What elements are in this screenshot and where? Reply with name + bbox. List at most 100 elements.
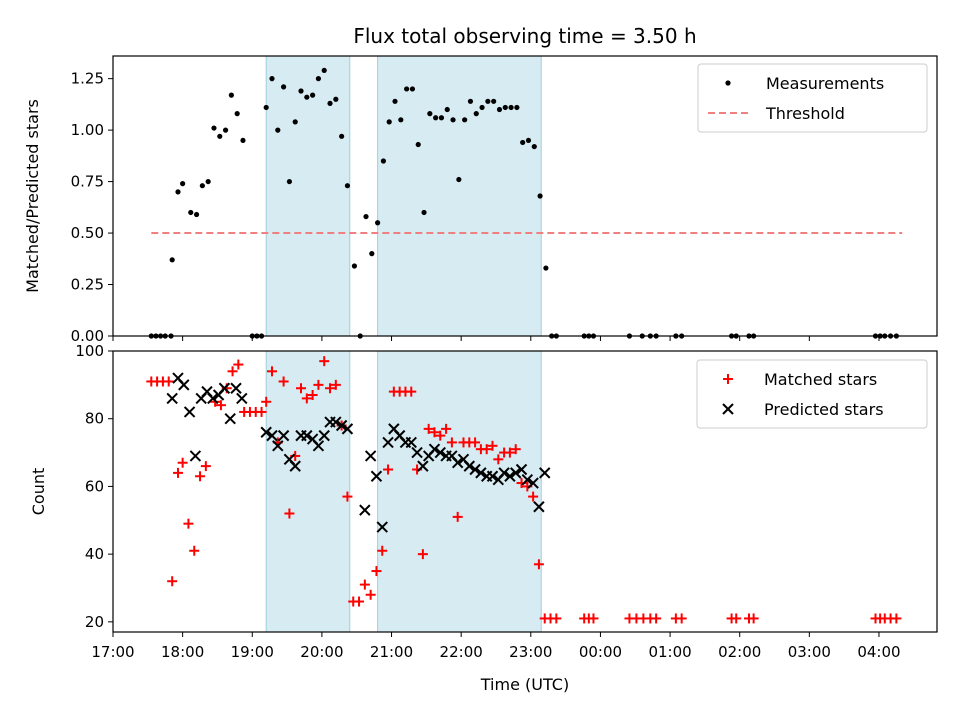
predicted-star-point (301, 429, 313, 442)
top-x-ticks (112, 336, 880, 341)
predicted-star-point (330, 416, 342, 428)
predicted-star-point (166, 392, 178, 405)
measurement-point (217, 133, 223, 139)
marker-stroke (434, 446, 446, 459)
matched-star-point (533, 559, 544, 570)
matched-star-point (383, 464, 394, 475)
matched-star-point (313, 379, 324, 390)
marker-stroke (486, 470, 499, 482)
measurement-point (304, 94, 310, 100)
marker-stroke (236, 392, 248, 405)
measurement-point (193, 211, 200, 218)
bottom-panel: 20 40 60 80 100 17:00 18:00 19:00 20:00 21:00 22:… (29, 342, 938, 694)
measurement-point (344, 183, 351, 189)
measurement-point (520, 139, 526, 146)
matched-star-point (493, 454, 504, 465)
y-tick-label: 60 (85, 477, 104, 495)
predicted-star-point (376, 521, 388, 533)
y-tick-label: 0.75 (71, 173, 104, 191)
predicted-star-point (218, 382, 231, 394)
marker-stroke (376, 521, 388, 533)
matched-star-point (429, 427, 440, 438)
measurement-point (467, 98, 474, 104)
measurement-point (473, 111, 479, 117)
measurement-point (525, 137, 532, 144)
predicted-star-point (428, 443, 441, 455)
matched-star-point (406, 386, 417, 397)
matched-star-point (731, 613, 742, 624)
predicted-star-point (434, 446, 446, 459)
chart-title: Flux total observing time = 3.50 h (353, 24, 696, 48)
matched-star-point (200, 461, 211, 472)
legend-matched-label: Matched stars (764, 370, 877, 389)
matched-star-point (172, 467, 183, 478)
marker-stroke (218, 382, 231, 394)
measurement-point (398, 117, 404, 123)
matched-star-point (365, 589, 376, 600)
marker-stroke (457, 453, 470, 466)
predicted-star-point (312, 440, 325, 452)
measurement-point (211, 125, 217, 131)
marker-stroke (359, 504, 371, 516)
matched-star-point (371, 566, 382, 577)
measurement-point (228, 92, 234, 98)
marker-stroke (411, 446, 423, 459)
marker-stroke (475, 467, 487, 479)
matched-star-point (446, 437, 457, 448)
y-tick-label: 40 (85, 545, 104, 563)
marker-stroke (166, 392, 178, 405)
matched-star-point (183, 518, 194, 529)
measurement-point (427, 111, 433, 117)
marker-stroke (230, 382, 242, 394)
y-tick-label: 0.50 (71, 224, 104, 242)
predicted-star-point (539, 467, 551, 479)
x-tick-label: 23:00 (509, 643, 552, 661)
marker-stroke (341, 423, 354, 435)
matched-star-point (441, 423, 452, 434)
marker-stroke (266, 429, 278, 442)
measurement-point (286, 178, 293, 185)
measurement-point (222, 127, 229, 133)
measurement-point (444, 106, 450, 113)
marker-stroke (527, 477, 539, 489)
marker-stroke (224, 413, 236, 425)
measurement-point (263, 104, 269, 111)
marker-stroke (382, 436, 394, 449)
predicted-star-point (475, 467, 487, 479)
predicted-star-point (341, 423, 354, 435)
measurement-point (339, 133, 345, 139)
predicted-star-point (207, 392, 219, 405)
marker-stroke (463, 460, 476, 472)
y-tick-label: 1.00 (71, 121, 104, 139)
matched-star-point (452, 511, 463, 522)
matched-star-point (551, 613, 562, 624)
measurement-point (310, 92, 316, 98)
bottom-axes-frame (112, 350, 938, 633)
x-tick-label: 21:00 (370, 643, 413, 661)
legend-x-glyph (722, 403, 734, 415)
matched-star-point (195, 471, 206, 482)
legend-matched-marker (723, 374, 733, 384)
predicted-star-point (527, 477, 539, 489)
matched-star-point (435, 430, 446, 441)
predicted-star-point (504, 470, 516, 482)
predicted-star-point (335, 419, 348, 432)
marker-stroke (451, 457, 464, 469)
measurement-point (531, 143, 537, 150)
marker-stroke (722, 403, 734, 415)
predicted-star-point (189, 450, 202, 462)
predicted-star-point (272, 440, 284, 452)
predicted-star-point (183, 406, 196, 418)
matched-star-point (330, 379, 341, 390)
measurement-point (415, 141, 421, 148)
measurement-point (537, 193, 543, 199)
matched-star-point (377, 545, 388, 556)
predicted-star-point (405, 436, 417, 449)
measurement-point (240, 137, 246, 144)
predicted-star-point (463, 460, 476, 472)
matched-star-point (651, 613, 662, 624)
legend-measurements-label: Measurements (766, 74, 884, 93)
predicted-star-point (515, 463, 528, 476)
predicted-star-point (411, 446, 423, 459)
